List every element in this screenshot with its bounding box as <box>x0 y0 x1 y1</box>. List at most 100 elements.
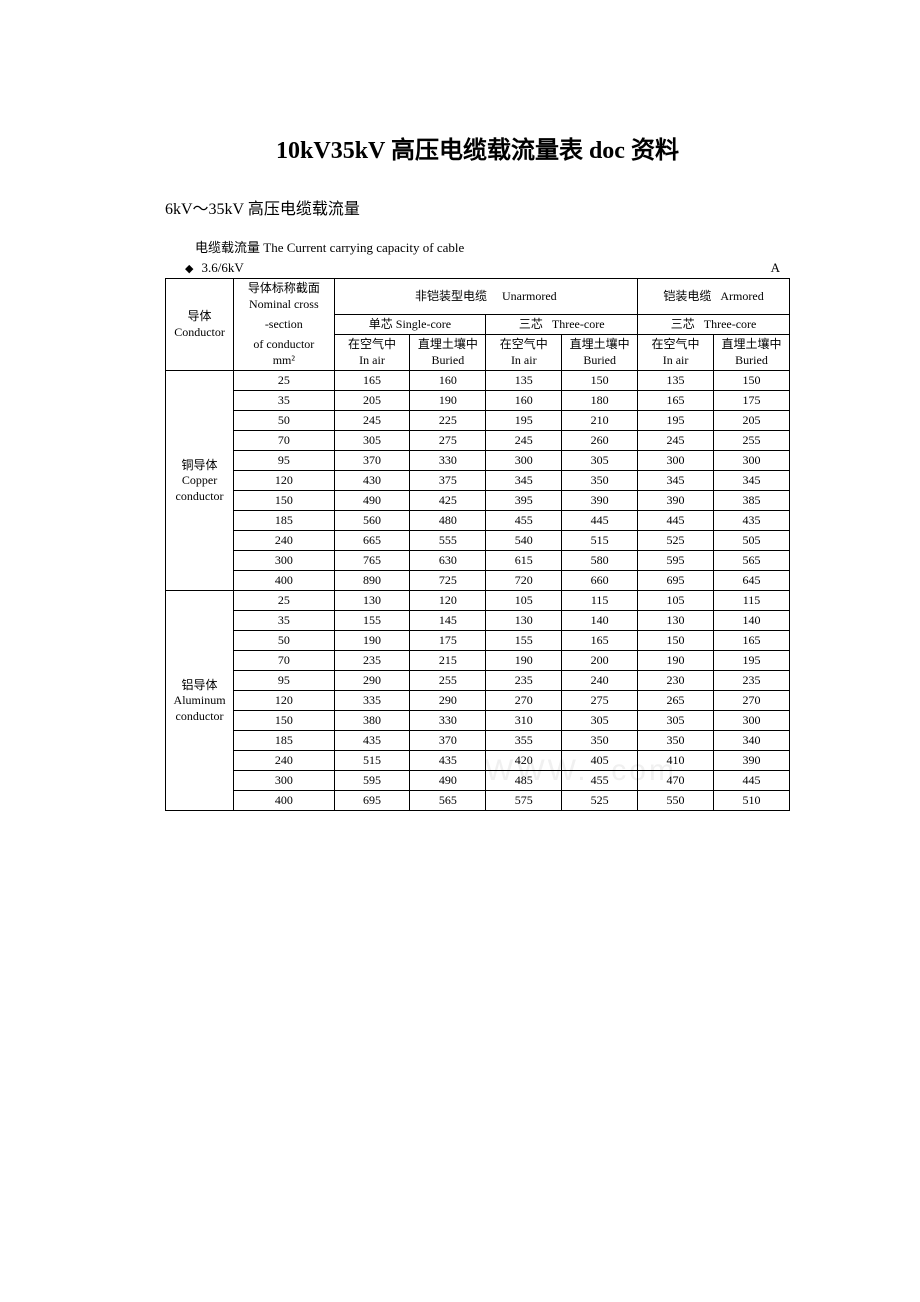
data-cell: 615 <box>486 551 562 571</box>
section-cell: 150 <box>234 491 334 511</box>
data-cell: 515 <box>562 531 638 551</box>
data-cell: 155 <box>334 611 410 631</box>
data-cell: 665 <box>334 531 410 551</box>
data-cell: 275 <box>410 431 486 451</box>
data-cell: 225 <box>410 411 486 431</box>
table-row: 70235215190200190195 <box>166 651 790 671</box>
data-cell: 270 <box>714 691 790 711</box>
data-cell: 135 <box>638 371 714 391</box>
data-cell: 140 <box>562 611 638 631</box>
header-buried-1: 直埋土壤中Buried <box>410 335 486 371</box>
subtitle: 6kV～35kV 高压电缆载流量 <box>165 195 790 219</box>
table-row: 铜导体Copperconductor25165160135150135150 <box>166 371 790 391</box>
data-cell: 300 <box>714 451 790 471</box>
data-cell: 130 <box>486 611 562 631</box>
table-row: 95370330300305300300 <box>166 451 790 471</box>
data-cell: 190 <box>638 651 714 671</box>
copper-conductor: 铜导体Copperconductor <box>166 371 234 591</box>
data-cell: 195 <box>486 411 562 431</box>
section-cell: 95 <box>234 671 334 691</box>
section-cell: 70 <box>234 651 334 671</box>
data-cell: 165 <box>562 631 638 651</box>
data-cell: 120 <box>410 591 486 611</box>
data-cell: 555 <box>410 531 486 551</box>
header-conductor: 导体 Conductor <box>166 279 234 371</box>
data-cell: 190 <box>334 631 410 651</box>
table-row: 400890725720660695645 <box>166 571 790 591</box>
data-cell: 150 <box>638 631 714 651</box>
section-cell: 25 <box>234 371 334 391</box>
data-cell: 115 <box>714 591 790 611</box>
data-cell: 305 <box>562 711 638 731</box>
data-cell: 550 <box>638 791 714 811</box>
section-cell: 150 <box>234 711 334 731</box>
table-row: 150380330310305305300 <box>166 711 790 731</box>
data-cell: 410 <box>638 751 714 771</box>
data-cell: 345 <box>486 471 562 491</box>
data-cell: 395 <box>486 491 562 511</box>
header-section-bot: of conductor mm² <box>234 335 334 371</box>
data-cell: 150 <box>714 371 790 391</box>
data-cell: 105 <box>638 591 714 611</box>
data-cell: 485 <box>486 771 562 791</box>
table-row: 120430375345350345345 <box>166 471 790 491</box>
data-cell: 380 <box>334 711 410 731</box>
table-row: 185560480455445445435 <box>166 511 790 531</box>
data-cell: 345 <box>638 471 714 491</box>
table-row: 300765630615580595565 <box>166 551 790 571</box>
data-cell: 305 <box>638 711 714 731</box>
data-cell: 330 <box>410 451 486 471</box>
table-row: 50245225195210195205 <box>166 411 790 431</box>
header-single-core: 单芯 Single-core <box>334 314 486 335</box>
table-row: 300595490485455470445 <box>166 771 790 791</box>
table-row: 铝导体Aluminumconductor25130120105115105115 <box>166 591 790 611</box>
data-cell: 430 <box>334 471 410 491</box>
data-cell: 725 <box>410 571 486 591</box>
table-row: 35155145130140130140 <box>166 611 790 631</box>
data-cell: 435 <box>334 731 410 751</box>
data-cell: 560 <box>334 511 410 531</box>
data-cell: 565 <box>410 791 486 811</box>
cable-table: 导体 Conductor 导体标称截面 Nominal cross 非铠装型电缆… <box>165 278 790 811</box>
data-cell: 245 <box>486 431 562 451</box>
data-cell: 145 <box>410 611 486 631</box>
data-cell: 235 <box>486 671 562 691</box>
data-cell: 595 <box>638 551 714 571</box>
header-unarmored: 非铠装型电缆 Unarmored <box>334 279 638 315</box>
data-cell: 275 <box>562 691 638 711</box>
data-cell: 165 <box>334 371 410 391</box>
data-cell: 300 <box>638 451 714 471</box>
section-cell: 240 <box>234 751 334 771</box>
data-cell: 300 <box>486 451 562 471</box>
section-cell: 300 <box>234 551 334 571</box>
data-cell: 175 <box>410 631 486 651</box>
data-cell: 370 <box>334 451 410 471</box>
data-cell: 425 <box>410 491 486 511</box>
table-row: 95290255235240230235 <box>166 671 790 691</box>
data-cell: 165 <box>638 391 714 411</box>
data-cell: 240 <box>562 671 638 691</box>
data-cell: 350 <box>562 471 638 491</box>
header-section-mid: -section <box>234 314 334 335</box>
table-row: 120335290270275265270 <box>166 691 790 711</box>
data-cell: 435 <box>714 511 790 531</box>
data-cell: 175 <box>714 391 790 411</box>
data-cell: 135 <box>486 371 562 391</box>
data-cell: 695 <box>334 791 410 811</box>
data-cell: 230 <box>638 671 714 691</box>
section-cell: 25 <box>234 591 334 611</box>
data-cell: 595 <box>334 771 410 791</box>
data-cell: 335 <box>334 691 410 711</box>
data-cell: 290 <box>334 671 410 691</box>
table-row: 50190175155165150165 <box>166 631 790 651</box>
voltage-row: ◆3.6/6kV A <box>185 260 780 276</box>
data-cell: 255 <box>714 431 790 451</box>
data-cell: 205 <box>334 391 410 411</box>
data-cell: 720 <box>486 571 562 591</box>
diamond-icon: ◆ <box>185 263 193 275</box>
data-cell: 445 <box>714 771 790 791</box>
section-cell: 400 <box>234 791 334 811</box>
table-row: 400695565575525550510 <box>166 791 790 811</box>
data-cell: 575 <box>486 791 562 811</box>
data-cell: 345 <box>714 471 790 491</box>
